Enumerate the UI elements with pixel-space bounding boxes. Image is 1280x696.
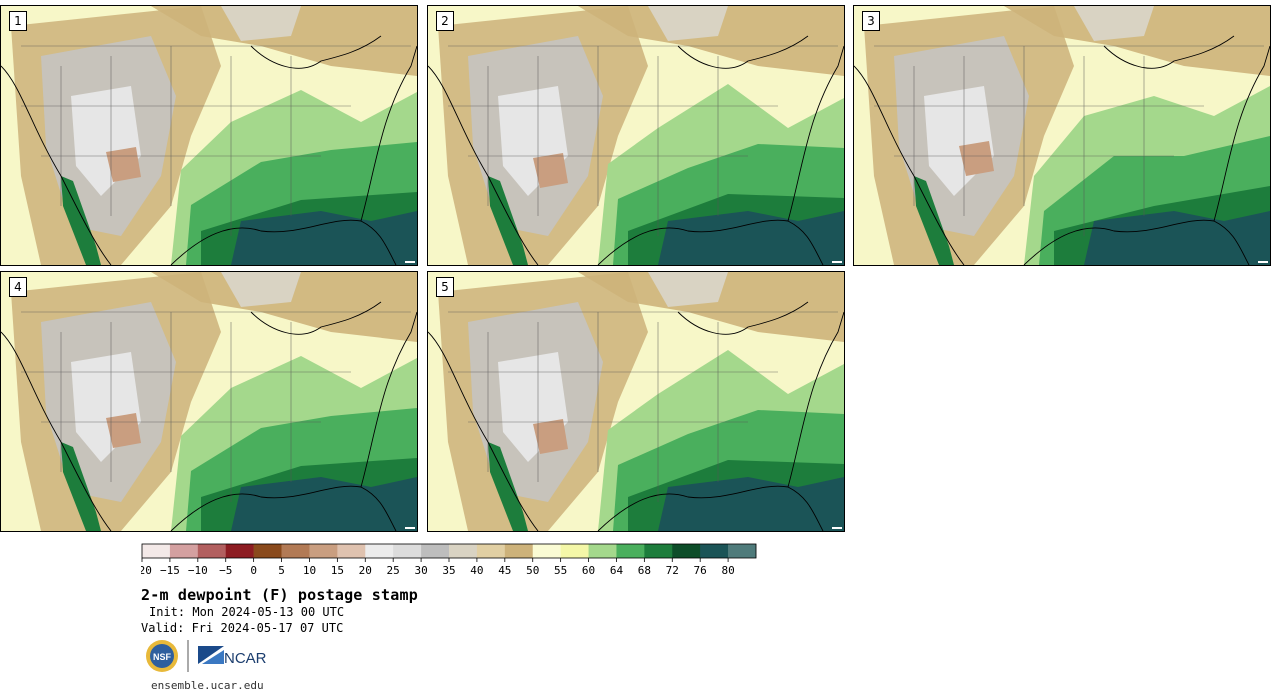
colorbar-swatch xyxy=(253,544,282,558)
ncar-logo: NCAR xyxy=(198,646,267,667)
colorbar-swatch xyxy=(393,544,422,558)
colorbar-swatch xyxy=(281,544,310,558)
corner-marker xyxy=(405,527,415,529)
colorbar-tick-label: 76 xyxy=(694,564,707,577)
member-number-label: 5 xyxy=(436,277,454,297)
valid-time: Valid: Fri 2024-05-17 07 UTC xyxy=(141,621,344,635)
nsf-logo: NSF xyxy=(146,640,178,672)
init-time: Init: Mon 2024-05-13 00 UTC xyxy=(149,605,345,619)
colorbar-swatch xyxy=(616,544,645,558)
nsf-logo-text: NSF xyxy=(153,652,172,662)
colorbar-tick-label: 72 xyxy=(666,564,679,577)
colorbar-swatch xyxy=(337,544,366,558)
colorbar-swatch xyxy=(700,544,729,558)
corner-marker xyxy=(1258,261,1268,263)
colorbar-swatch xyxy=(588,544,617,558)
colorbar-swatch xyxy=(504,544,534,558)
colorbar-tick-label: 64 xyxy=(610,564,624,577)
colorbar-tick-label: 5 xyxy=(278,564,285,577)
colorbar-swatch xyxy=(644,544,673,558)
dewpoint-map xyxy=(1,6,417,265)
logos: NSF NCAR xyxy=(146,640,267,672)
postage-stamp-panel: 3 xyxy=(853,5,1271,266)
colorbar-swatch xyxy=(476,544,506,558)
dewpoint-map xyxy=(428,272,844,531)
colorbar-swatch xyxy=(142,544,171,558)
colorbar-tick-label: −20 xyxy=(141,564,152,577)
colorbar-swatch xyxy=(532,544,561,558)
dewpoint-map xyxy=(854,6,1270,265)
colorbar-tick-label: 68 xyxy=(638,564,651,577)
colorbar-tick-label: 30 xyxy=(414,564,427,577)
member-number-label: 1 xyxy=(9,11,27,31)
member-number-label: 4 xyxy=(9,277,27,297)
postage-stamp-panel: 1 xyxy=(0,5,418,266)
colorbar-tick-label: 15 xyxy=(331,564,344,577)
colorbar: −20 −15 −10 −5 0 5 10 15 20 25 30 35 40 45 50 55 60 64 68 7… xyxy=(141,543,757,577)
colorbar-tick-label: −15 xyxy=(160,564,180,577)
colorbar-swatch xyxy=(672,544,701,558)
corner-marker xyxy=(832,261,842,263)
colorbar-tick-label: 55 xyxy=(554,564,567,577)
colorbar-tick-label: 60 xyxy=(582,564,595,577)
member-number-label: 3 xyxy=(862,11,880,31)
colorbar-tick-label: 45 xyxy=(498,564,511,577)
dewpoint-map xyxy=(1,272,417,531)
colorbar-swatch xyxy=(560,544,589,558)
colorbar-swatch xyxy=(169,544,199,558)
colorbar-tick-label: 10 xyxy=(303,564,316,577)
corner-marker xyxy=(405,261,415,263)
colorbar-swatch xyxy=(449,544,478,558)
postage-stamp-panel: 5 xyxy=(427,271,845,532)
colorbar-tick-label: 25 xyxy=(387,564,400,577)
colorbar-tick-label: −5 xyxy=(219,564,232,577)
colorbar-swatch xyxy=(225,544,254,558)
colorbar-swatch xyxy=(197,544,227,558)
ncar-logo-text: NCAR xyxy=(224,650,267,667)
corner-marker xyxy=(832,527,842,529)
dewpoint-map xyxy=(428,6,844,265)
colorbar-swatch xyxy=(365,544,394,558)
colorbar-tick-label: 20 xyxy=(359,564,372,577)
member-number-label: 2 xyxy=(436,11,454,31)
colorbar-tick-label: 40 xyxy=(470,564,483,577)
colorbar-tick-label: 35 xyxy=(442,564,455,577)
postage-stamp-panel: 2 xyxy=(427,5,845,266)
colorbar-tick-label: 50 xyxy=(526,564,539,577)
colorbar-tick-label: 0 xyxy=(250,564,257,577)
postage-stamp-panel: 4 xyxy=(0,271,418,532)
colorbar-tick-label: 80 xyxy=(721,564,734,577)
colorbar-swatch xyxy=(309,544,338,558)
colorbar-tick-label: −10 xyxy=(188,564,208,577)
website-url[interactable]: ensemble.ucar.edu xyxy=(151,679,264,692)
colorbar-swatch xyxy=(421,544,450,558)
figure-title: 2-m dewpoint (F) postage stamp xyxy=(141,586,418,604)
colorbar-swatch xyxy=(728,544,757,558)
